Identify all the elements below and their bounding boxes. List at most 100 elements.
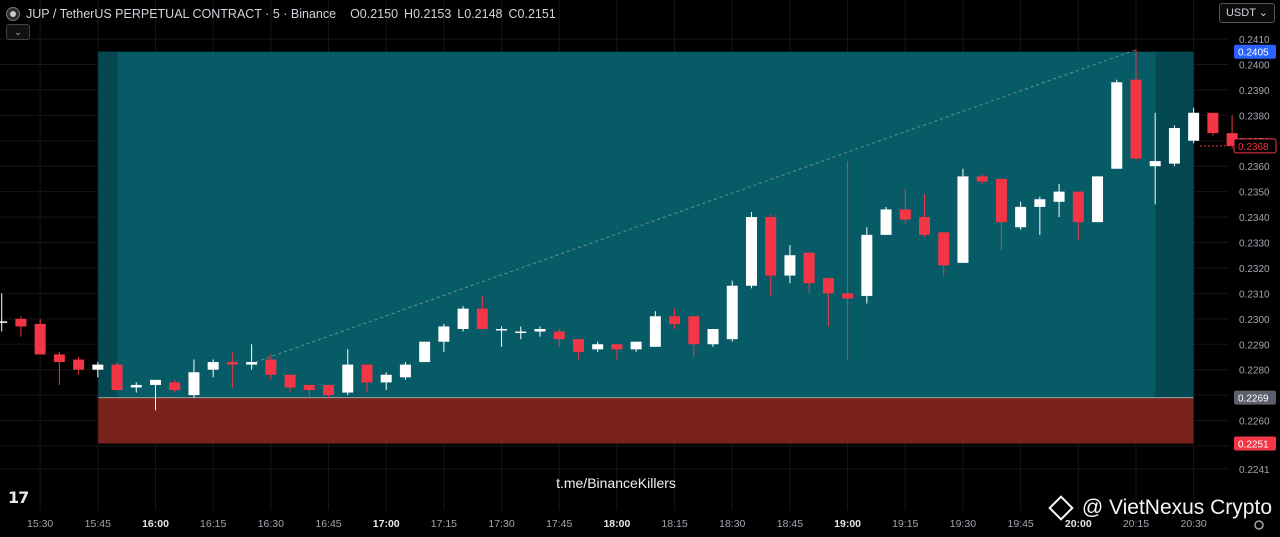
profit-zone-start-band [98, 51, 118, 398]
candle-body [1226, 133, 1238, 146]
x-tick-label: 19:45 [1007, 518, 1033, 530]
currency-selector[interactable]: USDT ⌄ [1218, 3, 1275, 23]
open-label: O [350, 7, 360, 21]
price-tag-target [1234, 44, 1276, 59]
candle-body [457, 308, 469, 329]
price-tag-label-target: 0.2405 [1238, 48, 1269, 59]
x-tick-label: 16:00 [142, 518, 169, 530]
candle-body [361, 364, 373, 383]
candle-body [899, 209, 911, 220]
chevron-down-icon[interactable]: ⌄ [6, 24, 30, 40]
y-tick-label: 0.2400 [1239, 60, 1270, 71]
x-tick-label: 19:30 [950, 518, 976, 530]
y-tick-label: 0.2310 [1239, 289, 1270, 300]
price-tag-current [1233, 138, 1277, 154]
candle-body [726, 285, 738, 340]
candle-body [15, 318, 27, 327]
candle-body [130, 384, 142, 388]
candle-body [53, 354, 65, 363]
candle-body [0, 321, 8, 323]
high-value: 0.2153 [413, 7, 452, 21]
x-tick-label: 15:45 [85, 518, 111, 530]
symbol-header: JUP / TetherUS PERPETUAL CONTRACT · 5 · … [6, 5, 556, 23]
candle-body [957, 176, 969, 263]
candle-body [207, 362, 219, 370]
brand-watermark: @ VietNexus Crypto [1048, 495, 1272, 521]
candle-body [1092, 176, 1104, 223]
candle-body [938, 232, 950, 266]
candle-body [303, 384, 315, 391]
candle-body [496, 328, 508, 331]
candle-body [419, 341, 431, 363]
candle-body [649, 316, 661, 347]
x-tick-label: 18:45 [777, 518, 803, 530]
x-tick-label: 16:30 [258, 518, 284, 530]
candle-body [534, 328, 546, 332]
x-tick-label: 18:15 [661, 518, 687, 530]
y-tick-label: 0.2280 [1239, 366, 1270, 377]
candle-body [399, 364, 411, 378]
gear-icon [1254, 520, 1264, 530]
candle-body [150, 379, 161, 385]
currency-label: USDT [1225, 7, 1256, 19]
close-value: 0.2151 [517, 7, 556, 21]
x-tick-label: 20:00 [1065, 518, 1092, 530]
candle-body [861, 234, 873, 296]
candle-body [284, 374, 296, 388]
candle-body [1207, 112, 1219, 134]
candle-body [246, 362, 258, 365]
x-tick-label: 20:30 [1181, 518, 1207, 530]
price-tag-label-entry: 0.2269 [1238, 394, 1269, 405]
candle-body [323, 384, 335, 396]
candle-body [1072, 191, 1084, 223]
candle-body [34, 323, 46, 355]
candle-body [669, 316, 681, 324]
candle-body [1034, 199, 1046, 207]
profit-zone [98, 51, 1194, 398]
x-tick-label: 20:15 [1123, 518, 1149, 530]
candle-body [111, 364, 123, 391]
x-tick-label: 16:45 [315, 518, 341, 530]
candle-body [707, 328, 719, 345]
price-tag-label-stop: 0.2251 [1238, 439, 1269, 450]
candle-body [92, 364, 104, 370]
high-label: H [404, 7, 414, 21]
low-label: L [457, 7, 465, 21]
candle-body [1111, 82, 1123, 169]
candle-body [438, 326, 450, 342]
watermark-text: t.me/BinanceKillers [556, 475, 676, 491]
y-tick-label: 0.2300 [1239, 315, 1270, 326]
candle-body [976, 176, 988, 182]
candle-body [1130, 79, 1142, 159]
y-tick-label: 0.2330 [1239, 239, 1270, 250]
candle-body [880, 209, 892, 235]
close-label: C [508, 7, 518, 21]
x-tick-label: 17:00 [373, 518, 400, 530]
y-tick-label: 0.2290 [1239, 340, 1270, 351]
x-tick-label: 19:15 [892, 518, 918, 530]
candle-body [572, 339, 584, 352]
candle-body [803, 252, 815, 284]
y-tick-label: 0.2380 [1239, 111, 1270, 122]
candle-body [515, 331, 527, 334]
x-tick-label: 15:30 [27, 518, 53, 530]
candle-body [822, 278, 834, 294]
price-tag-stop [1234, 436, 1276, 451]
y-tick-label: 0.2350 [1239, 188, 1270, 199]
candle-body [380, 374, 392, 383]
x-tick-label: 19:00 [834, 518, 861, 530]
x-tick-label: 16:15 [200, 518, 226, 530]
candle-body [553, 331, 565, 340]
y-tick-label: 0.2340 [1239, 213, 1270, 224]
y-tick-label: 0.2260 [1239, 417, 1270, 428]
profit-zone-end-band [1155, 51, 1194, 398]
candle-body [784, 255, 796, 276]
candle-body [342, 364, 354, 393]
candle-body [1015, 206, 1027, 228]
price-tag-label-current: 0.2368 [1238, 142, 1269, 153]
x-tick-label: 17:15 [431, 518, 457, 530]
symbol-title[interactable]: JUP / TetherUS PERPETUAL CONTRACT · 5 · … [26, 7, 337, 21]
y-tick-label: 0.2410 [1239, 35, 1270, 46]
